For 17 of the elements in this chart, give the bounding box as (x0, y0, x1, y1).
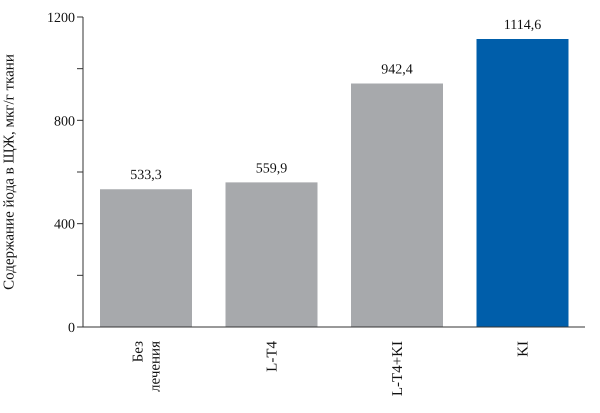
x-tick-label: Без лечения (130, 340, 164, 392)
y-tick-label: 0 (68, 320, 75, 336)
x-tick-label: L-T4 (264, 340, 280, 372)
y-axis-title: Содержание йода в ЩЖ, мкг/г ткани (1, 54, 18, 290)
x-tick-label: L-T4+KI (390, 340, 406, 396)
data-label: 1114,6 (504, 18, 542, 34)
y-tick-label: 1200 (47, 10, 75, 26)
data-label: 559,9 (256, 161, 288, 176)
bar (226, 182, 318, 327)
bar (100, 189, 192, 327)
y-tick-label: 800 (54, 114, 75, 130)
data-label: 942,4 (381, 62, 413, 78)
x-tick-label: KI (515, 340, 532, 357)
y-tick-label: 400 (54, 218, 75, 233)
bar (351, 84, 443, 327)
data-label: 533,3 (130, 168, 162, 184)
bar (476, 39, 568, 327)
